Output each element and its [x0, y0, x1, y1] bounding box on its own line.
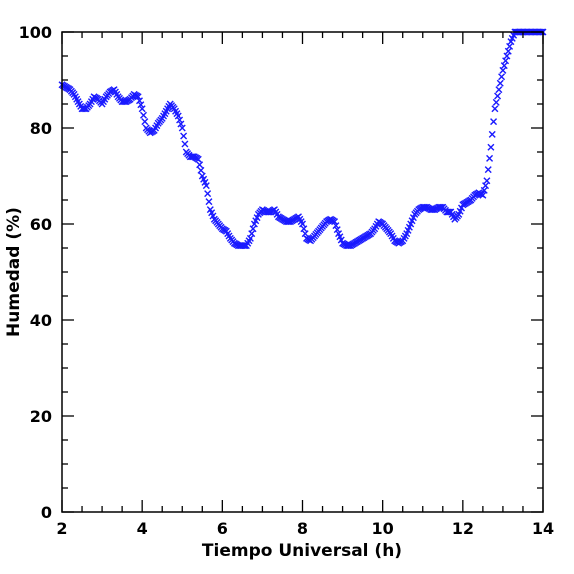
data-point — [240, 242, 248, 250]
y-tick-label: 100 — [19, 23, 52, 42]
data-point — [499, 66, 507, 74]
data-point — [487, 143, 495, 151]
x-tick-label: 4 — [137, 519, 148, 538]
data-point — [331, 218, 339, 226]
data-point — [196, 161, 204, 169]
x-tick-label: 6 — [217, 519, 228, 538]
x-tick-label: 2 — [56, 519, 67, 538]
data-point — [332, 222, 340, 230]
data-point — [495, 86, 503, 94]
data-point — [134, 93, 142, 101]
data-point — [202, 182, 210, 190]
x-tick-labels: 2 4 6 8 10 12 14 — [56, 519, 554, 538]
data-point — [484, 166, 492, 174]
data-point — [177, 120, 185, 128]
x-tick-label: 10 — [372, 519, 394, 538]
data-point — [504, 47, 512, 55]
data-point — [248, 230, 256, 238]
data-point — [140, 111, 147, 119]
data-point — [480, 186, 488, 194]
data-point — [479, 191, 487, 199]
data-points — [58, 28, 547, 250]
x-tick-label: 14 — [532, 519, 554, 538]
data-point — [194, 155, 202, 163]
data-point — [301, 230, 309, 238]
y-tick-label: 80 — [30, 119, 52, 138]
y-axis-label: Humedad (%) — [4, 207, 24, 337]
x-tick-label: 8 — [297, 519, 308, 538]
data-point — [204, 190, 212, 198]
data-point — [491, 105, 499, 113]
axis-ticks — [61, 31, 544, 513]
data-point — [486, 154, 494, 162]
plot-frame — [61, 31, 544, 513]
data-point — [249, 225, 257, 233]
y-tick-label: 20 — [30, 407, 52, 426]
data-point — [500, 62, 508, 70]
x-axis-label: Tiempo Universal (h) — [202, 541, 402, 561]
data-point — [135, 97, 143, 105]
data-point — [137, 101, 145, 109]
y-tick-label: 40 — [30, 311, 52, 330]
data-point — [444, 208, 452, 216]
data-point — [299, 220, 306, 228]
data-point — [496, 79, 504, 87]
data-point — [246, 234, 254, 242]
data-point — [482, 182, 490, 190]
y-tick-labels: 0 20 40 60 80 100 — [19, 23, 52, 522]
data-point — [180, 132, 188, 140]
x-tick-label: 12 — [452, 519, 474, 538]
data-point — [176, 116, 184, 124]
data-point — [488, 130, 496, 138]
y-tick-label: 60 — [30, 215, 52, 234]
data-point — [494, 92, 502, 100]
data-point — [205, 198, 213, 206]
data-point — [498, 73, 506, 81]
data-point — [333, 226, 341, 234]
data-point — [141, 118, 149, 126]
data-point — [492, 98, 500, 106]
data-point — [79, 105, 87, 113]
data-point — [436, 203, 444, 211]
data-point — [300, 225, 308, 233]
data-point — [483, 177, 491, 185]
data-point — [197, 166, 205, 174]
data-point — [174, 112, 182, 120]
data-point — [503, 52, 511, 60]
data-point — [506, 42, 514, 50]
data-point — [490, 118, 498, 126]
data-point — [502, 57, 510, 65]
data-point — [181, 140, 189, 148]
data-point — [138, 105, 146, 113]
data-point — [178, 124, 186, 132]
y-tick-label: 0 — [41, 503, 52, 522]
